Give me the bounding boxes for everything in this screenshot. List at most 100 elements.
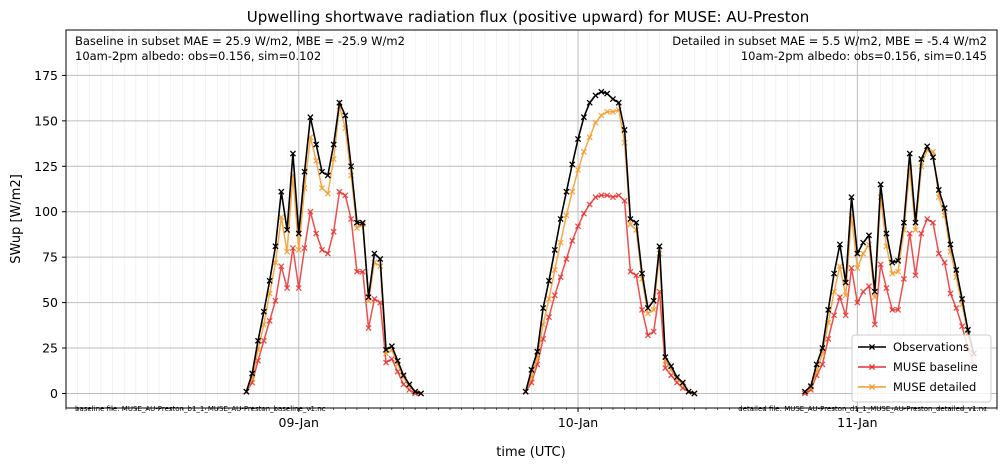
data-point-marker bbox=[307, 208, 314, 215]
data-point-marker bbox=[865, 232, 873, 239]
data-point-marker bbox=[900, 275, 907, 283]
data-point-marker bbox=[947, 241, 954, 248]
data-point-marker bbox=[586, 99, 593, 106]
data-point-marker bbox=[260, 337, 267, 344]
data-point-marker bbox=[563, 212, 570, 219]
data-point-marker bbox=[545, 295, 553, 303]
data-point-marker bbox=[650, 297, 657, 304]
data-point-marker bbox=[365, 294, 372, 301]
data-point-marker bbox=[604, 108, 611, 115]
data-point-marker bbox=[860, 288, 867, 295]
data-point-marker bbox=[941, 205, 948, 212]
data-point-marker bbox=[953, 304, 960, 312]
x-axis-label: time (UTC) bbox=[496, 445, 565, 460]
series-line bbox=[804, 144, 975, 393]
annotation-baseline-stats: Baseline in subset MAE = 25.9 W/m2, MBE … bbox=[75, 34, 405, 48]
data-point-marker bbox=[353, 225, 360, 232]
data-point-marker bbox=[557, 239, 564, 246]
legend-swatch-marker bbox=[868, 363, 876, 371]
series-muse-detailed bbox=[243, 103, 977, 397]
data-point-marker bbox=[324, 250, 331, 257]
data-point-marker bbox=[324, 172, 331, 179]
data-point-marker bbox=[871, 288, 878, 295]
legend-item-observations: Observations bbox=[858, 340, 969, 354]
data-point-marker bbox=[289, 245, 296, 252]
data-point-marker bbox=[534, 348, 541, 355]
data-point-marker bbox=[644, 310, 651, 317]
data-point-marker bbox=[918, 230, 925, 237]
data-point-marker bbox=[574, 135, 582, 143]
annotation-detailed-file: detailed file: MUSE_AU-Preston_d1_1_MUSE… bbox=[738, 405, 987, 413]
data-point-marker bbox=[825, 335, 832, 343]
data-point-marker bbox=[348, 215, 355, 223]
data-point-marker bbox=[831, 288, 838, 295]
data-point-marker bbox=[650, 306, 657, 313]
data-point-marker bbox=[668, 363, 675, 370]
data-point-marker bbox=[627, 268, 634, 275]
data-point-marker bbox=[801, 388, 809, 395]
data-point-marker bbox=[691, 390, 698, 397]
series-observations bbox=[243, 88, 977, 397]
data-point-marker bbox=[854, 265, 861, 272]
data-point-marker bbox=[371, 295, 378, 303]
data-point-marker bbox=[563, 188, 570, 195]
y-tick-label: 50 bbox=[42, 295, 58, 310]
data-point-marker bbox=[318, 185, 326, 192]
data-point-marker bbox=[906, 230, 913, 237]
data-point-marker bbox=[644, 332, 651, 339]
data-point-marker bbox=[336, 188, 343, 195]
data-point-marker bbox=[301, 168, 308, 175]
data-point-marker bbox=[371, 250, 378, 257]
legend-label: MUSE baseline bbox=[893, 360, 978, 374]
data-point-marker bbox=[627, 215, 634, 223]
data-point-marker bbox=[941, 259, 948, 266]
data-point-marker bbox=[877, 261, 884, 268]
data-point-marker bbox=[295, 230, 302, 237]
legend-label: Observations bbox=[893, 340, 969, 354]
data-point-marker bbox=[580, 148, 587, 155]
data-point-marker bbox=[895, 306, 902, 313]
data-point-marker bbox=[819, 344, 826, 352]
data-point-marker bbox=[557, 215, 564, 223]
data-point-marker bbox=[871, 321, 878, 328]
data-point-marker bbox=[295, 284, 302, 292]
data-point-marker bbox=[877, 181, 884, 188]
data-point-marker bbox=[598, 88, 605, 95]
data-point-marker bbox=[318, 246, 326, 253]
data-point-marker bbox=[831, 312, 838, 319]
data-point-marker bbox=[266, 277, 273, 284]
data-point-marker bbox=[406, 381, 413, 388]
data-point-marker bbox=[307, 114, 314, 121]
data-point-marker bbox=[889, 270, 896, 277]
legend-item-muse-baseline: MUSE baseline bbox=[858, 360, 978, 374]
data-point-marker bbox=[935, 250, 942, 257]
data-point-marker bbox=[359, 268, 366, 275]
y-tick-label: 175 bbox=[34, 68, 58, 83]
data-point-marker bbox=[871, 294, 878, 301]
series-line bbox=[804, 149, 975, 393]
data-point-marker bbox=[836, 241, 843, 248]
data-point-marker bbox=[406, 383, 413, 390]
data-point-marker bbox=[353, 268, 360, 275]
y-tick-label: 75 bbox=[42, 250, 58, 265]
data-point-marker bbox=[807, 384, 814, 392]
data-point-marker bbox=[644, 304, 651, 312]
data-point-marker bbox=[272, 243, 279, 250]
data-point-marker bbox=[313, 157, 320, 164]
data-point-marker bbox=[400, 381, 407, 388]
data-point-marker bbox=[947, 290, 954, 297]
data-point-marker bbox=[883, 284, 890, 292]
y-tick-label: 100 bbox=[34, 204, 58, 219]
data-point-marker bbox=[836, 263, 843, 270]
data-point-marker bbox=[609, 108, 617, 115]
data-point-marker bbox=[615, 99, 622, 106]
data-point-marker bbox=[388, 343, 395, 350]
data-point-marker bbox=[604, 192, 611, 199]
data-point-marker bbox=[673, 374, 681, 381]
data-point-marker bbox=[551, 266, 558, 273]
data-point-marker bbox=[528, 366, 535, 373]
data-point-marker bbox=[889, 306, 896, 313]
data-point-marker bbox=[889, 259, 896, 266]
data-point-marker bbox=[580, 210, 587, 217]
